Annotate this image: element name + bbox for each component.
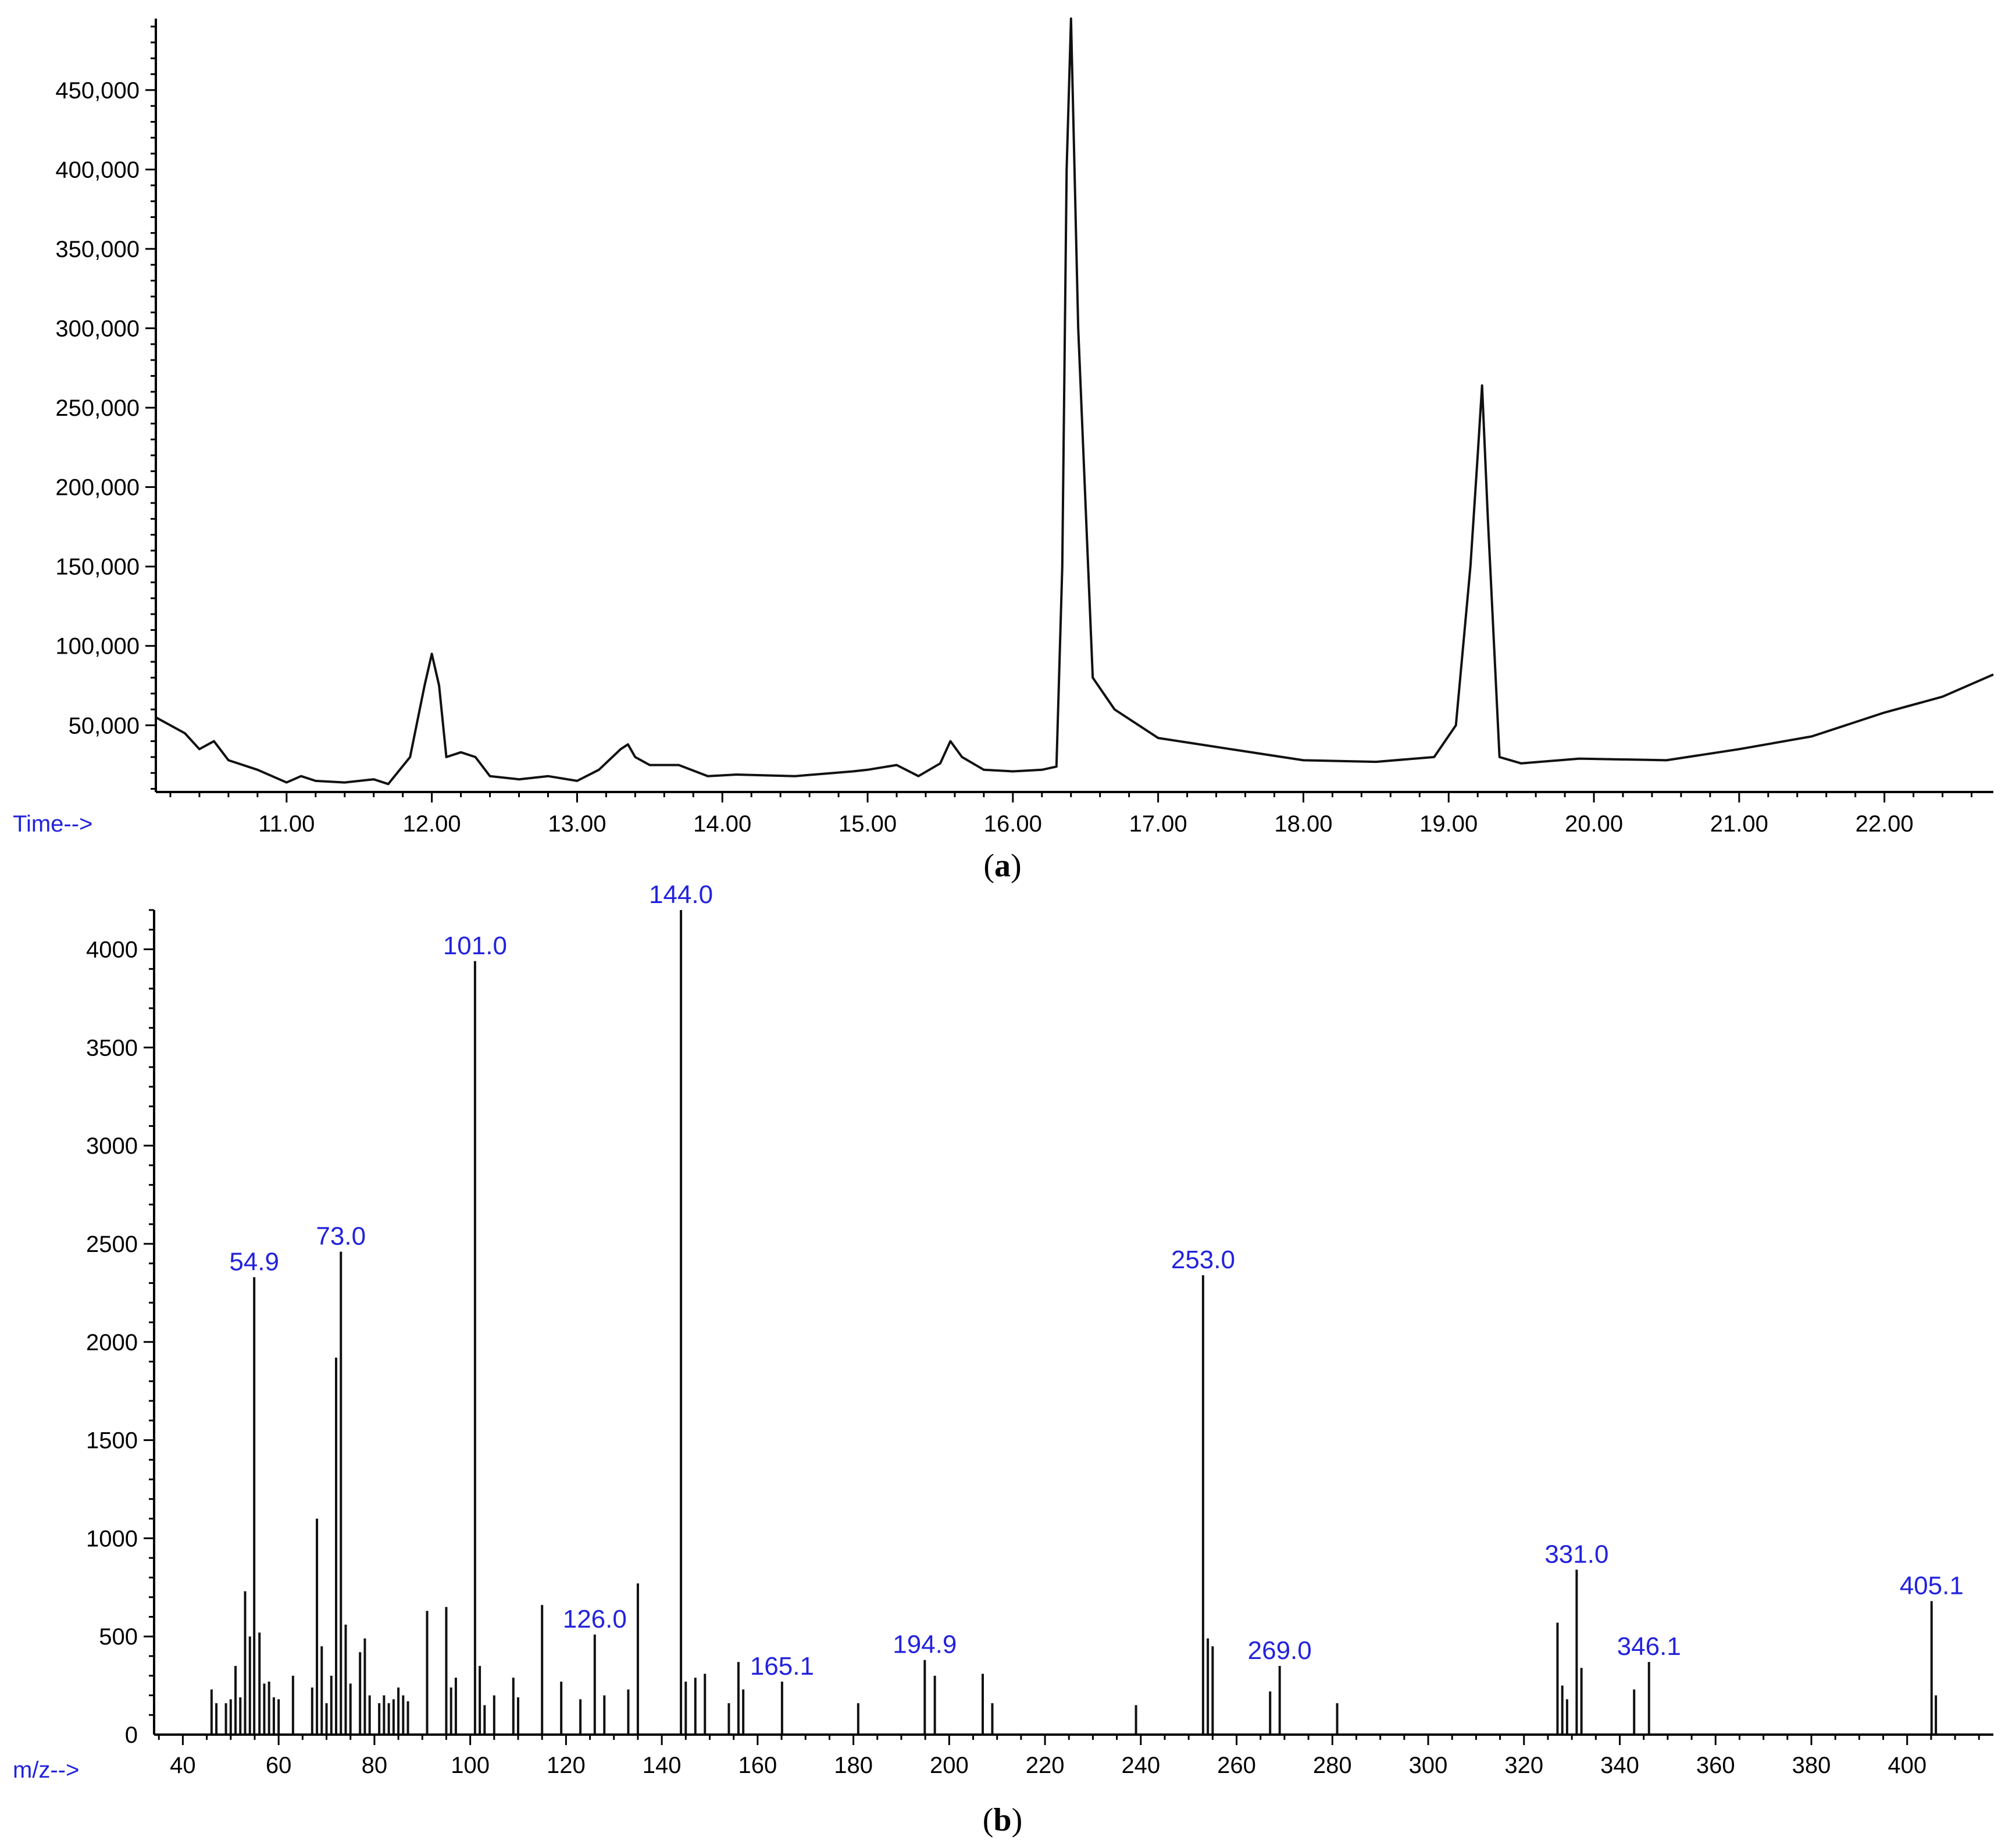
x-tick-label: 260 <box>1217 1753 1256 1778</box>
mass-spectrum-x-axis-label: m/z--> <box>13 1757 79 1783</box>
chromatogram-chart: 50,000 100,000 150,000 200,000 250,000 300,00… <box>13 17 1994 884</box>
x-tick-label: 18.00 <box>1274 811 1332 837</box>
y-tick-label: 500 <box>99 1624 138 1650</box>
y-tick-label: 2500 <box>86 1232 138 1257</box>
x-tick-label: 19.00 <box>1419 811 1478 837</box>
peak-label: 346.1 <box>1617 1632 1681 1661</box>
x-tick-label: 60 <box>266 1753 292 1778</box>
x-tick-label: 100 <box>451 1753 490 1778</box>
y-tick-label: 150,000 <box>55 554 140 580</box>
x-tick-label: 300 <box>1409 1753 1448 1778</box>
mass-spectrum-tick-layer: 0 500 1000 1500 2000 2500 3000 3500 4000 40 60 80 10… <box>86 909 1980 1778</box>
peak-label: 253.0 <box>1171 1246 1235 1274</box>
y-tick-label: 250,000 <box>55 395 140 421</box>
x-tick-label: 200 <box>930 1753 969 1778</box>
panel-b-caption-letter: b <box>993 1802 1011 1838</box>
x-tick-label: 12.00 <box>403 811 461 837</box>
peak-label: 54.9 <box>229 1247 279 1276</box>
chromatogram-x-axis-label: Time--> <box>13 811 92 837</box>
x-tick-label: 120 <box>547 1753 586 1778</box>
x-tick-label: 240 <box>1121 1753 1160 1778</box>
x-tick-label: 140 <box>643 1753 682 1778</box>
x-tick-label: 40 <box>170 1753 196 1778</box>
chromatogram-tick-layer: 50,000 100,000 150,000 200,000 250,000 300,00… <box>55 26 1973 837</box>
x-tick-label: 400 <box>1888 1753 1926 1778</box>
x-tick-label: 21.00 <box>1710 811 1768 837</box>
y-tick-label: 200,000 <box>55 475 140 501</box>
y-tick-label: 4000 <box>86 937 138 963</box>
peak-label: 331.0 <box>1544 1540 1608 1568</box>
y-tick-label: 350,000 <box>55 237 140 262</box>
mass-spectrum-chart: 0 500 1000 1500 2000 2500 3000 3500 4000 40 60 80 10… <box>13 880 1993 1838</box>
y-tick-label: 1000 <box>86 1526 138 1551</box>
peak-label: 126.0 <box>563 1605 627 1633</box>
mass-spectrum-bars <box>210 910 1938 1735</box>
x-tick-label: 160 <box>738 1753 777 1778</box>
peak-label: 194.9 <box>893 1631 957 1659</box>
x-tick-label: 220 <box>1026 1753 1065 1778</box>
x-tick-label: 80 <box>362 1753 388 1778</box>
x-tick-label: 17.00 <box>1129 811 1187 837</box>
peak-label: 165.1 <box>750 1652 814 1681</box>
x-tick-label: 280 <box>1313 1753 1352 1778</box>
x-tick-label: 15.00 <box>839 811 897 837</box>
panel-a-caption-letter: a <box>994 848 1011 884</box>
x-tick-label: 380 <box>1792 1753 1831 1778</box>
y-tick-label: 2000 <box>86 1330 138 1355</box>
panel-a-caption-close: ) <box>1011 848 1022 884</box>
y-tick-label: 3000 <box>86 1133 138 1159</box>
y-tick-label: 400,000 <box>55 157 140 183</box>
x-tick-label: 320 <box>1504 1753 1543 1778</box>
x-tick-label: 22.00 <box>1856 811 1914 837</box>
peak-label: 269.0 <box>1248 1636 1312 1665</box>
y-tick-label: 450,000 <box>55 78 140 104</box>
y-tick-label: 50,000 <box>69 713 140 739</box>
x-tick-label: 11.00 <box>258 811 315 837</box>
panel-b-caption-open: ( <box>983 1802 994 1838</box>
mass-spectrum-peak-labels: 54.9 73.0 101.0 126.0 144.0 165.1 194.9 253.0 26… <box>229 880 1963 1681</box>
peak-label: 405.1 <box>1900 1571 1964 1600</box>
x-tick-label: 14.00 <box>693 811 751 837</box>
panel-b-caption-close: ) <box>1012 1802 1023 1838</box>
y-tick-label: 300,000 <box>55 316 140 342</box>
peak-label: 144.0 <box>649 880 713 909</box>
y-tick-label: 3500 <box>86 1035 138 1061</box>
x-tick-label: 20.00 <box>1565 811 1623 837</box>
y-tick-label: 0 <box>125 1722 138 1748</box>
y-tick-label: 100,000 <box>55 634 140 659</box>
x-tick-label: 340 <box>1600 1753 1639 1778</box>
panel-a-caption: (a) <box>983 848 1021 884</box>
x-tick-label: 360 <box>1696 1753 1735 1778</box>
chromatogram-trace <box>155 17 1994 786</box>
x-tick-label: 16.00 <box>984 811 1042 837</box>
y-tick-label: 1500 <box>86 1428 138 1454</box>
peak-label: 73.0 <box>316 1222 366 1250</box>
x-tick-label: 180 <box>834 1753 873 1778</box>
peak-label: 101.0 <box>443 932 507 960</box>
panel-b-caption: (b) <box>983 1802 1022 1838</box>
panel-a-caption-open: ( <box>983 848 994 884</box>
x-tick-label: 13.00 <box>548 811 606 837</box>
